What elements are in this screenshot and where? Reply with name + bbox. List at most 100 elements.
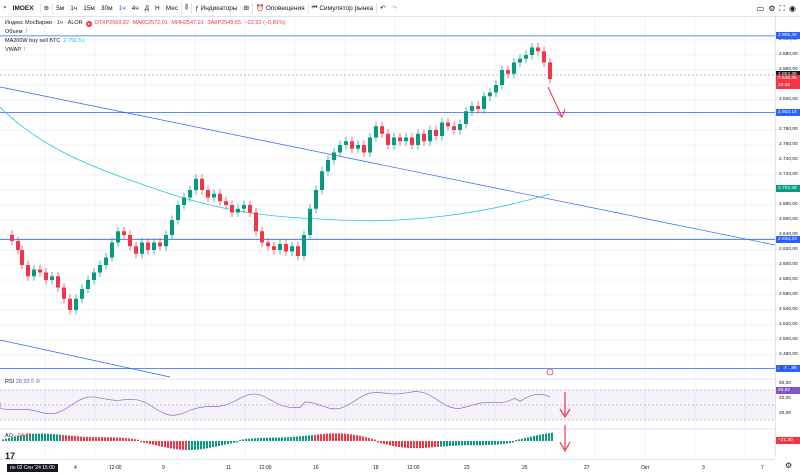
candle-down [200,178,204,190]
candle-down [422,133,426,142]
time-axis[interactable]: пн 02 Сен '24 15:00 4 12:00 9 11 12:00 16 18 12… [0,459,775,474]
ao-bar [542,434,544,441]
candle-down [386,133,390,145]
volume-label[interactable]: Объем [5,29,23,35]
candle-down [16,241,20,250]
price-axis[interactable]: 2.900,002.880,002.860,002.840,002.820,00… [775,17,800,457]
indicators-button[interactable]: ƒ Индикаторы [192,0,240,17]
ao-bar [548,433,550,441]
ao-bar [431,441,433,448]
ao-bar [335,433,337,441]
candle-down [20,250,24,265]
candle-down [56,276,60,288]
candle-up [314,190,318,209]
ao-bar [74,436,76,441]
ao-bar [281,437,283,441]
ao-label[interactable]: AO [5,433,13,439]
candle-down [218,193,222,202]
layout-icon[interactable]: ▭ [756,4,765,13]
interval-w[interactable]: Н [155,4,160,12]
fullscreen-icon[interactable]: ⛶ [779,3,786,13]
ao-bar [242,439,244,441]
interval-d[interactable]: Д [144,4,150,12]
ao-bar [86,436,88,441]
interval-5m[interactable]: 5м [56,4,65,12]
interval-30m[interactable]: 30м [100,4,113,12]
alerts-button[interactable]: ⏰ Оповещения [253,0,308,17]
ao-bar [218,441,220,446]
replay-label: Симулятор рынка [319,4,374,12]
ao-bar [524,438,526,441]
price-chart[interactable] [0,17,775,459]
ao-bar [98,437,100,441]
ao-bar [491,441,493,445]
rsi-extra: θ ⊘ [31,379,41,385]
time-label: 23 [464,465,470,471]
rsi-label[interactable]: RSI [5,379,15,385]
interval-15m[interactable]: 15м [83,4,95,12]
ao-bar [239,439,241,441]
ao-bar [392,441,394,446]
ao-bar [200,441,202,450]
divider [39,2,41,14]
ao-bar [299,436,301,441]
candle-up [344,141,348,145]
candle-down [452,126,456,130]
interval-4h[interactable]: 4ч [131,4,139,12]
time-label: 16 [313,465,319,471]
candle-up [356,145,360,149]
ao-bar [83,436,85,441]
templates-icon[interactable]: ⊞ [243,5,249,12]
ao-bar [275,437,277,441]
candle-up [86,280,90,289]
undo-icon[interactable]: ↶ [380,5,386,12]
ao-bar [5,438,7,441]
settings-icon[interactable]: ⚙ [768,4,776,13]
add-symbol-icon[interactable]: ⊕ [43,5,50,12]
ao-bar [251,438,253,441]
ao-bar [341,433,343,441]
candle-down [128,235,132,247]
axis-settings-icon[interactable]: ⚙ [785,461,793,470]
ao-bar [365,437,367,441]
ao-bar [479,441,481,446]
ao-bar [452,441,454,446]
ao-bar [314,434,316,441]
price-tick: 2.880,00 [779,52,798,57]
ao-bar [449,441,451,446]
price-tag-ma: 2.702,29 [776,184,800,192]
search-icon[interactable]: ⌕ [3,4,7,11]
ao-bar [503,441,505,444]
vwap-label[interactable]: VWAP [5,47,21,53]
interval-1h-a[interactable]: 1ч [70,4,78,12]
ao-bar [56,434,58,441]
ao-bar [248,438,250,441]
ao-bar [119,437,121,441]
camera-icon[interactable]: ◉ [789,4,796,13]
candle-style-icon[interactable]: ⫼ [185,4,189,11]
price-tick: 2.780,00 [779,127,798,132]
ao-bar [482,441,484,446]
ao-bar [77,436,79,441]
ao-bar [44,433,46,441]
ao-bar [104,437,106,441]
candle-down [284,244,288,252]
tradingview-logo[interactable]: 17 [5,451,16,461]
ao-tag: −21,30 [776,437,800,444]
redo-icon[interactable]: ↷ [391,5,397,12]
interval-mo[interactable]: Мес [165,4,179,12]
candle-down [380,126,384,134]
symbol-title[interactable]: Индекс МосБиржи · 1ч · ALOR [5,20,83,26]
ao-bar [338,433,340,441]
ao-bar [485,441,487,446]
interval-1h[interactable]: 1ч [118,4,126,12]
ao-bar [434,441,436,448]
replay-button[interactable]: ⏮ Симулятор рынка [309,0,376,17]
alarm-icon: ⏰ [255,5,266,12]
ao-bar [41,433,43,441]
ao-bar [407,441,409,448]
ma-label[interactable]: MA200W buy sell BTC [5,38,61,44]
symbol-name[interactable]: IMOEX [12,4,34,12]
ao-bar [59,434,61,441]
ao-bar [113,437,115,441]
